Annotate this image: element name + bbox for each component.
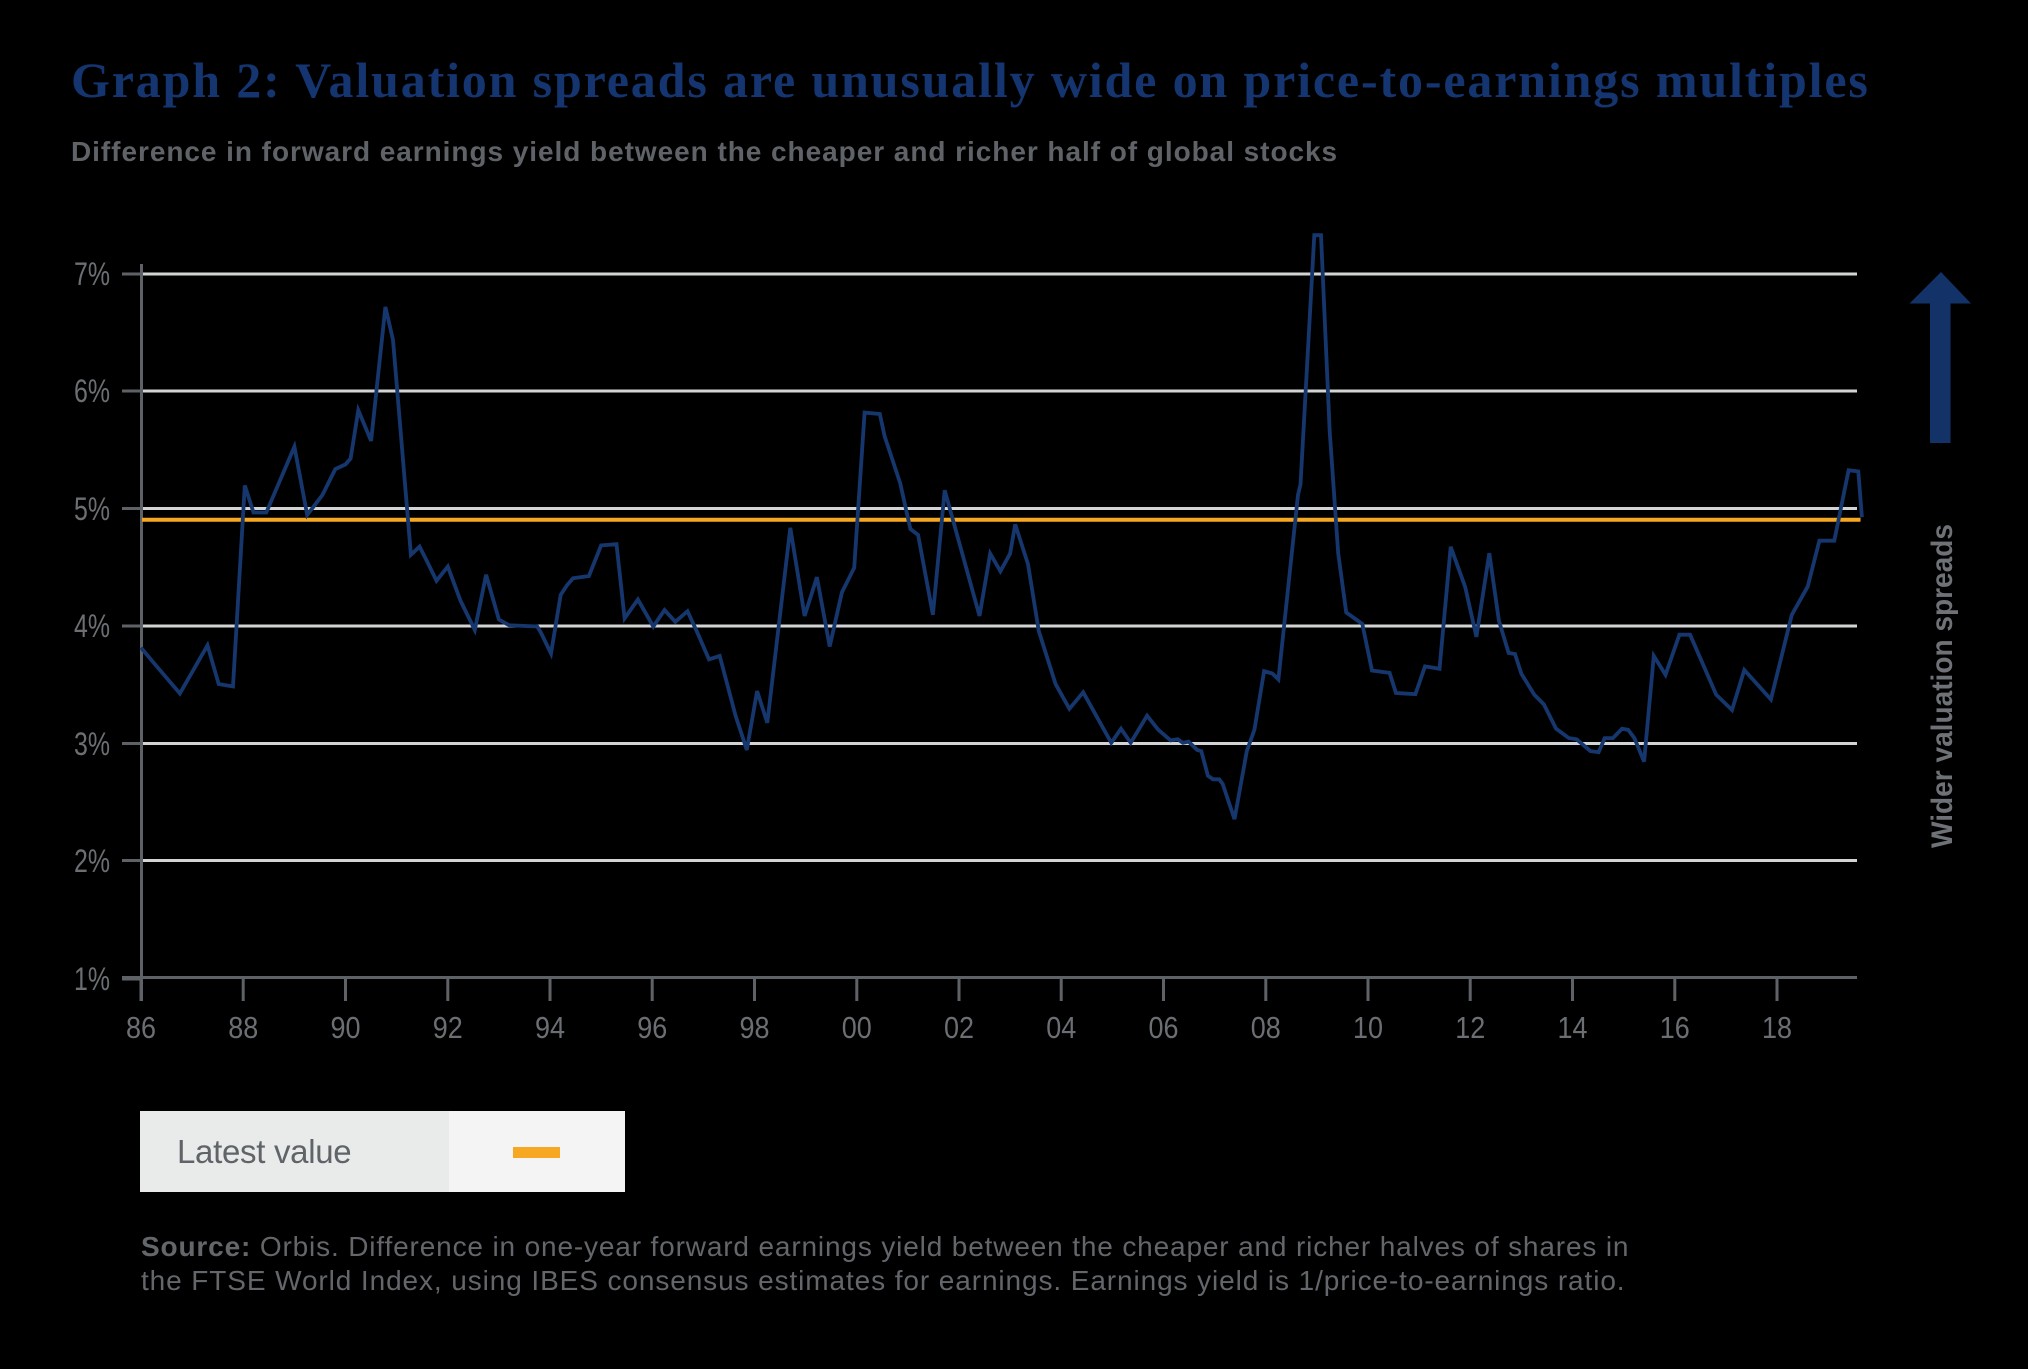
svg-text:08: 08: [1251, 1010, 1281, 1045]
svg-text:00: 00: [842, 1010, 872, 1045]
svg-text:14: 14: [1558, 1010, 1588, 1045]
svg-text:06: 06: [1149, 1010, 1179, 1045]
svg-text:12: 12: [1455, 1010, 1485, 1045]
svg-text:6%: 6%: [74, 373, 110, 409]
svg-text:94: 94: [535, 1010, 565, 1045]
svg-text:10: 10: [1353, 1010, 1383, 1045]
svg-text:the FTSE World Index, using IB: the FTSE World Index, using IBES consens…: [141, 1265, 1625, 1296]
svg-text:1%: 1%: [74, 961, 110, 997]
svg-text:Graph 2: Valuation spreads are: Graph 2: Valuation spreads are unusually…: [71, 52, 1870, 108]
svg-text:90: 90: [331, 1010, 361, 1045]
svg-text:98: 98: [740, 1010, 770, 1045]
svg-text:2%: 2%: [74, 843, 110, 879]
svg-text:4%: 4%: [74, 608, 110, 644]
svg-text:96: 96: [637, 1010, 667, 1045]
svg-text:02: 02: [944, 1010, 974, 1045]
svg-text:18: 18: [1762, 1010, 1792, 1045]
svg-text:88: 88: [228, 1010, 258, 1045]
svg-text:7%: 7%: [74, 256, 110, 292]
svg-text:3%: 3%: [74, 726, 110, 762]
svg-text:86: 86: [126, 1010, 156, 1045]
svg-text:04: 04: [1046, 1010, 1076, 1045]
svg-text:Difference in forward earnings: Difference in forward earnings yield bet…: [71, 136, 1338, 167]
svg-text:92: 92: [433, 1010, 463, 1045]
svg-text:Latest value: Latest value: [177, 1133, 351, 1170]
svg-text:5%: 5%: [74, 491, 110, 527]
svg-text:16: 16: [1660, 1010, 1690, 1045]
svg-text:Wider valuation spreads: Wider valuation spreads: [1926, 524, 1959, 848]
svg-text:Source: Orbis. Difference in o: Source: Orbis. Difference in one-year fo…: [141, 1231, 1629, 1262]
